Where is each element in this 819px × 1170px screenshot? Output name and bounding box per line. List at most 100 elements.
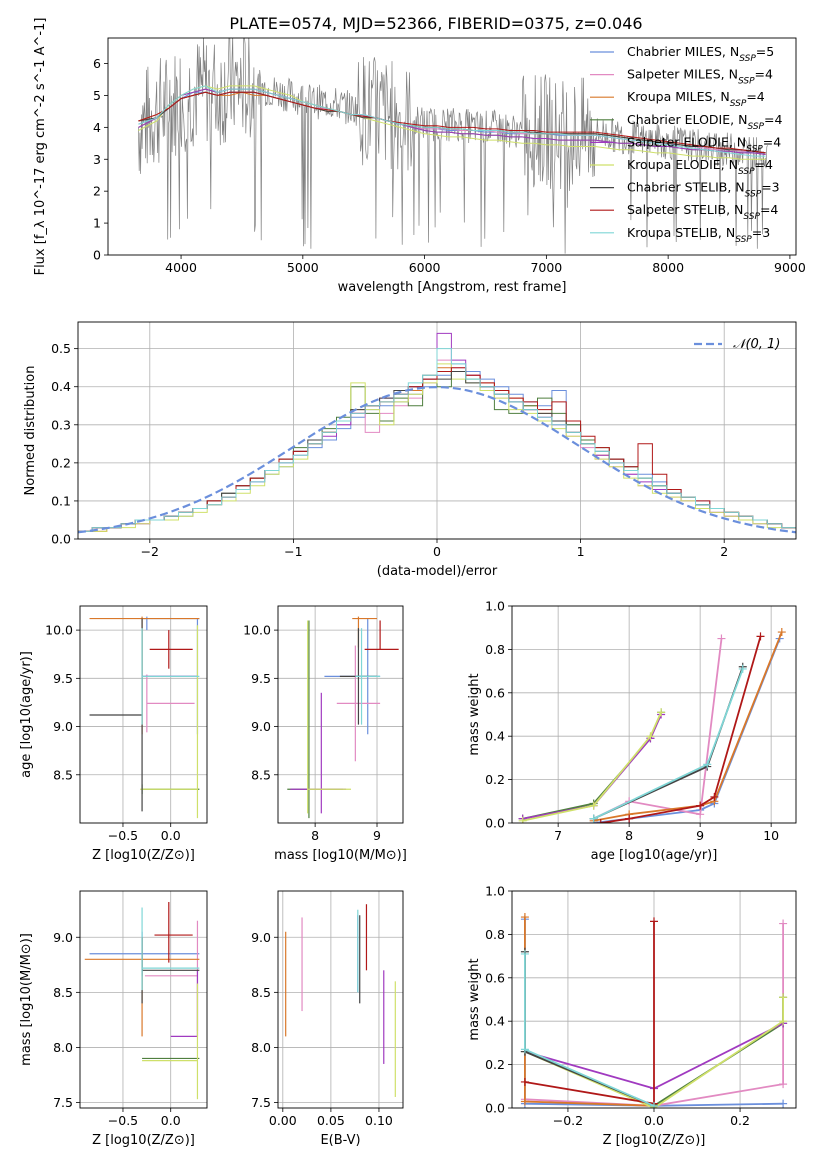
y-tick-label: 0 xyxy=(93,248,101,263)
hist-salpeter-stelib xyxy=(78,367,796,532)
y-tick-label: 5 xyxy=(93,88,101,103)
x-tick-label: 0.00 xyxy=(269,1113,297,1128)
legend-entry: Chabrier MILES, NSSP=5 xyxy=(627,44,774,64)
weight-point xyxy=(777,628,786,637)
figure-title: PLATE=0574, MJD=52366, FIBERID=0375, z=0… xyxy=(229,14,642,33)
x-tick-label: 8000 xyxy=(652,260,684,275)
y-axis-label: mass weight xyxy=(467,673,482,755)
errorbar-kroupa-elodie xyxy=(140,625,199,819)
y-tick-label: 9.0 xyxy=(251,930,271,945)
y-tick-label: 8.0 xyxy=(53,1040,73,1055)
x-tick-label: −0.2 xyxy=(553,1113,583,1128)
y-tick-label: 0.8 xyxy=(485,927,505,942)
weight-series-salpeter-stelib xyxy=(596,632,765,823)
model-line-kroupa-elodie xyxy=(138,85,766,160)
errorbar-salpeter-stelib xyxy=(149,630,193,669)
errorbar-chabrier-miles xyxy=(89,931,200,976)
panel-massweight_vs_Z: −0.2 0.0 0.2 0.0 0.2 0.4 0.6 0.8 1.0 Z [log10(Z/Z… xyxy=(467,884,797,1148)
y-tick-label: 6 xyxy=(93,56,101,71)
legend-entry: Salpeter MILES, NSSP=4 xyxy=(627,67,773,87)
errorbar-salpeter-stelib xyxy=(154,902,193,963)
x-tick-label: 9000 xyxy=(774,260,806,275)
weight-series-kroupa-stelib xyxy=(589,664,747,823)
y-tick-label: 9.0 xyxy=(53,719,73,734)
x-tick-label: 0.0 xyxy=(644,1113,664,1128)
errorbar-salpeter-elodie xyxy=(170,970,199,1038)
weight-line xyxy=(524,997,784,1108)
legend-entry: Chabrier ELODIE, NSSP=4 xyxy=(627,112,782,132)
y-tick-label: 0.4 xyxy=(485,729,505,744)
y-tick-label: 7.5 xyxy=(251,1095,271,1110)
axes-frame xyxy=(79,605,208,824)
errorbar-chabrier-stelib xyxy=(89,618,143,812)
x-tick-label: 9 xyxy=(696,828,704,843)
x-tick-label: 10 xyxy=(763,828,779,843)
y-tick-label: 10.0 xyxy=(45,623,73,638)
weight-point xyxy=(520,1045,529,1054)
axes-frame xyxy=(107,37,797,256)
x-axis-label: Z [log10(Z/Z⊙)] xyxy=(92,1133,195,1148)
panel-massweight_vs_age: 7 8 9 10 0.0 0.2 0.4 0.6 0.8 1.0 age [log10(age/yr… xyxy=(467,599,797,863)
y-tick-label: 0.0 xyxy=(485,1101,505,1116)
weight-point xyxy=(696,810,705,819)
y-tick-label: 0.2 xyxy=(485,772,505,787)
weight-line xyxy=(524,921,655,1105)
y-tick-label: 0.6 xyxy=(485,970,505,985)
weight-point xyxy=(779,1017,788,1026)
y-axis-label: Normed distribution xyxy=(23,366,38,496)
weight-point xyxy=(625,814,634,823)
spectrum-legend: Chabrier MILES, NSSP=5 Salpeter MILES, NS… xyxy=(590,44,782,245)
errorbar-kroupa-miles xyxy=(89,616,200,735)
weight-series-chabrier-stelib xyxy=(589,662,747,823)
errorbar-kroupa-stelib xyxy=(141,628,200,725)
x-tick-label: 9 xyxy=(373,828,381,843)
weight-line xyxy=(593,668,744,820)
errorbar-salpeter-elodie xyxy=(290,692,347,814)
x-axis-label: Z [log10(Z/Z⊙)] xyxy=(603,1133,706,1148)
errorbar-kroupa-stelib xyxy=(141,907,200,991)
weight-point xyxy=(779,993,788,1002)
y-tick-label: 8.5 xyxy=(53,985,73,1000)
x-tick-label: 0.0 xyxy=(161,1113,181,1128)
weight-point xyxy=(779,1099,788,1108)
panel-mass_vs_ebv: 0.00 0.05 0.10 7.5 8.0 8.5 9.0 E(B-V) xyxy=(251,890,404,1148)
x-tick-label: −0.5 xyxy=(108,828,138,843)
weight-point xyxy=(596,819,605,823)
y-tick-label: 9.0 xyxy=(53,930,73,945)
weight-series-kroupa-elodie xyxy=(518,708,666,823)
weight-point xyxy=(710,792,719,801)
y-tick-label: 0.8 xyxy=(485,642,505,657)
x-tick-label: 5000 xyxy=(287,260,319,275)
errorbar-kroupa-elodie xyxy=(142,983,199,1100)
axes-frame xyxy=(277,890,404,1109)
errorbar-salpeter-miles xyxy=(146,674,195,733)
weight-line xyxy=(593,638,723,820)
errorbar-kroupa-miles xyxy=(352,616,378,648)
x-tick-label: −2 xyxy=(141,544,159,559)
y-tick-label: 9.5 xyxy=(251,671,271,686)
y-tick-label: 1.0 xyxy=(485,884,505,899)
x-tick-label: −1 xyxy=(284,544,302,559)
panel-age_vs_mass: 8 9 8.5 9.0 9.5 10.0 mass [log10(M/M⊙)] xyxy=(243,605,407,863)
model-line-kroupa-stelib xyxy=(138,85,766,157)
weight-line xyxy=(593,666,744,820)
weight-point xyxy=(520,949,529,958)
x-tick-label: 0.2 xyxy=(730,1113,750,1128)
plot-area xyxy=(520,913,788,1108)
weight-series-kroupa-miles xyxy=(589,628,786,823)
y-tick-label: 0.3 xyxy=(51,417,71,432)
panel-mass_vs_Z: −0.5 0.0 7.5 8.0 8.5 9.0 Z [log10(Z/Z⊙)] mass [… xyxy=(19,890,208,1148)
y-axis-label: mass weight xyxy=(467,958,482,1040)
weight-point xyxy=(650,917,658,926)
errorbar-kroupa-elodie xyxy=(307,620,352,814)
weight-point xyxy=(779,919,788,928)
observed-spectrum xyxy=(138,38,768,254)
plot-area xyxy=(518,628,786,823)
x-axis-label: wavelength [Angstrom, rest frame] xyxy=(338,280,567,295)
y-tick-label: 2 xyxy=(93,184,101,199)
y-axis-label: mass [log10(M/M⊙)] xyxy=(19,933,34,1066)
weight-point xyxy=(520,913,529,922)
x-axis-label: age [log10(age/yr)] xyxy=(591,848,718,863)
legend-entry: Salpeter STELIB, NSSP=4 xyxy=(627,202,778,222)
y-tick-label: 8.5 xyxy=(251,767,271,782)
